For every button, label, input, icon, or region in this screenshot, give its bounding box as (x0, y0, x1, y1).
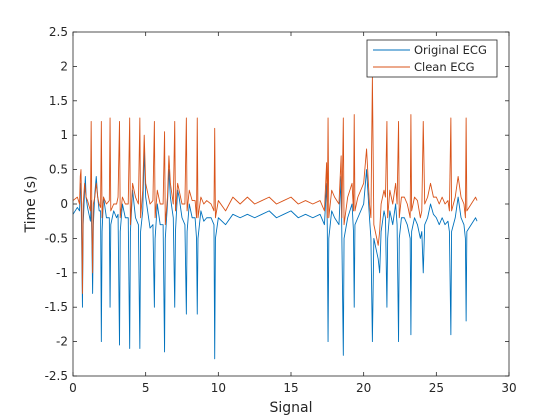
plot-area: 0 5 10 15 20 25 30 -2.5 -2 -1.5 -1 -0.5 0 0.5 1 1.5 2 2.… (45, 25, 517, 395)
y-tick-label: 1.5 (49, 94, 68, 108)
y-axis-ticks: -2.5 -2 -1.5 -1 -0.5 0 0.5 1 1.5 2 2.5 (45, 25, 509, 383)
x-tick-label: 20 (356, 381, 371, 395)
x-tick-label: 0 (69, 381, 77, 395)
y-tick-label: 0.5 (49, 163, 68, 177)
y-tick-label: 1 (60, 128, 68, 142)
y-tick-label: 2 (60, 59, 68, 73)
legend-box (366, 39, 498, 78)
legend: Original ECG Clean ECG (366, 39, 498, 78)
series-line-original-ecg (72, 148, 478, 360)
x-axis-label: Signal (269, 400, 312, 416)
legend-label-original-ecg: Original ECG (414, 43, 487, 57)
y-tick-label: -2 (56, 335, 68, 349)
y-axis-label: Time (s) (23, 176, 39, 234)
y-tick-label: 2.5 (49, 25, 68, 39)
x-tick-label: 30 (501, 381, 516, 395)
legend-label-clean-ecg: Clean ECG (414, 60, 475, 74)
y-tick-label: -1 (56, 266, 68, 280)
x-axis-ticks: 0 5 10 15 20 25 30 (69, 32, 517, 395)
y-tick-label: -2.5 (45, 369, 68, 383)
x-tick-label: 25 (429, 381, 444, 395)
x-tick-label: 10 (211, 381, 226, 395)
x-tick-label: 15 (283, 381, 298, 395)
y-tick-label: -1.5 (45, 300, 68, 314)
axes-background (73, 32, 509, 376)
y-tick-label: 0 (60, 197, 68, 211)
y-tick-label: -0.5 (45, 231, 68, 245)
series-line-clean-ecg (72, 76, 478, 294)
series-layer (72, 76, 478, 360)
x-tick-label: 5 (142, 381, 150, 395)
